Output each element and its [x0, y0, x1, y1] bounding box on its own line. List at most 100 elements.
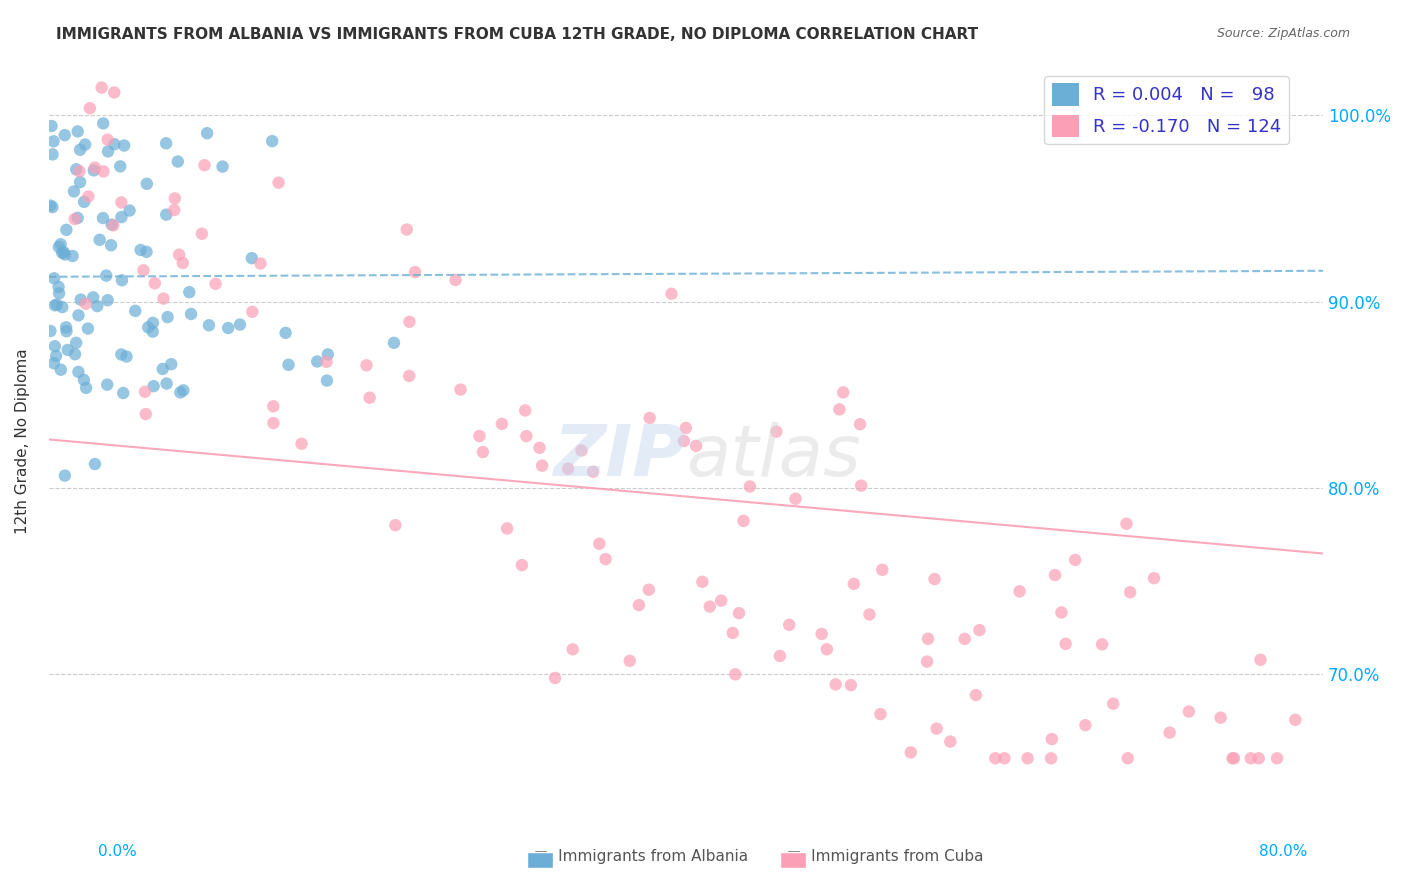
- Point: [398, 315, 420, 329]
- Point: [384, 518, 406, 533]
- Point: [315, 355, 337, 369]
- Point: [724, 667, 747, 681]
- Point: [63, 212, 86, 227]
- Point: [91, 211, 114, 225]
- Point: [1040, 732, 1063, 747]
- Point: [39, 324, 62, 338]
- Point: [90, 80, 112, 95]
- Point: [262, 416, 284, 430]
- Point: [179, 285, 201, 300]
- Point: [965, 688, 987, 702]
- Y-axis label: 12th Grade, No Diploma: 12th Grade, No Diploma: [15, 349, 30, 534]
- Point: [49, 237, 72, 252]
- Point: [1043, 568, 1066, 582]
- Point: [778, 617, 800, 632]
- Point: [155, 136, 177, 151]
- Point: [307, 354, 329, 368]
- Point: [769, 648, 792, 663]
- Point: [765, 425, 787, 439]
- Point: [39, 198, 62, 212]
- Point: [1091, 637, 1114, 651]
- Point: [395, 222, 418, 236]
- Point: [939, 734, 962, 748]
- Point: [51, 245, 73, 260]
- Point: [44, 339, 66, 353]
- Point: [53, 247, 76, 261]
- Point: [82, 290, 104, 304]
- Point: [65, 162, 87, 177]
- Point: [471, 445, 494, 459]
- Point: [100, 238, 122, 252]
- Point: [1050, 606, 1073, 620]
- Point: [240, 251, 263, 265]
- Point: [685, 439, 707, 453]
- Point: [132, 263, 155, 277]
- Point: [1115, 516, 1137, 531]
- Point: [785, 491, 807, 506]
- Point: [468, 429, 491, 443]
- Point: [356, 359, 378, 373]
- Point: [211, 160, 233, 174]
- Point: [83, 161, 105, 175]
- Point: [62, 249, 84, 263]
- Point: [55, 320, 77, 334]
- Point: [249, 256, 271, 270]
- Point: [135, 407, 157, 421]
- Point: [124, 304, 146, 318]
- Point: [290, 436, 312, 450]
- Point: [41, 119, 63, 133]
- Point: [1054, 637, 1077, 651]
- Point: [1064, 553, 1087, 567]
- Point: [491, 417, 513, 431]
- Point: [915, 655, 938, 669]
- Point: [84, 457, 107, 471]
- Point: [51, 300, 73, 314]
- Point: [582, 465, 605, 479]
- Point: [69, 164, 91, 178]
- Point: [45, 349, 67, 363]
- Point: [110, 195, 132, 210]
- Text: atlas: atlas: [686, 422, 860, 491]
- Point: [262, 400, 284, 414]
- Point: [1265, 751, 1288, 765]
- Point: [842, 577, 865, 591]
- Point: [1008, 584, 1031, 599]
- Point: [96, 377, 118, 392]
- Point: [1223, 751, 1246, 765]
- Point: [142, 325, 165, 339]
- Point: [198, 318, 221, 333]
- Point: [588, 537, 610, 551]
- Point: [100, 218, 122, 232]
- Point: [993, 751, 1015, 765]
- Point: [41, 200, 63, 214]
- Point: [110, 347, 132, 361]
- Point: [110, 159, 132, 173]
- Point: [42, 356, 65, 370]
- Point: [79, 101, 101, 115]
- Point: [152, 362, 174, 376]
- Point: [595, 552, 617, 566]
- Point: [48, 286, 70, 301]
- Point: [277, 358, 299, 372]
- Point: [869, 707, 891, 722]
- Point: [75, 297, 97, 311]
- Point: [638, 411, 661, 425]
- Point: [728, 606, 751, 620]
- Point: [672, 434, 695, 448]
- Point: [316, 347, 339, 361]
- Point: [41, 147, 63, 161]
- Text: □  Immigrants from Cuba: □ Immigrants from Cuba: [787, 849, 984, 863]
- Point: [155, 376, 177, 391]
- Point: [828, 402, 851, 417]
- Point: [135, 244, 157, 259]
- Point: [63, 347, 86, 361]
- Point: [382, 335, 405, 350]
- Point: [166, 154, 188, 169]
- Point: [75, 381, 97, 395]
- Text: 0.0%: 0.0%: [98, 845, 138, 859]
- Point: [1222, 751, 1244, 765]
- Point: [675, 421, 697, 435]
- Point: [450, 383, 472, 397]
- Point: [1102, 697, 1125, 711]
- Point: [160, 357, 183, 371]
